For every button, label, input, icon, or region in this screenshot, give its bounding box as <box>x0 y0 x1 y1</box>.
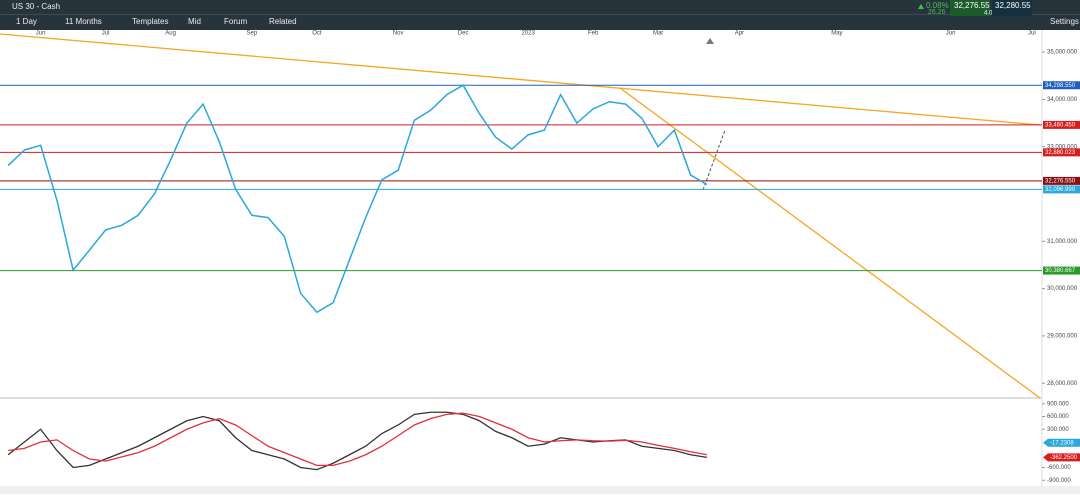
x-tick-label: Jul <box>102 31 110 37</box>
level-tag <box>1043 120 1080 129</box>
x-tick-label: Feb <box>588 31 599 37</box>
forum[interactable]: Forum <box>224 17 247 26</box>
level-tag <box>1043 185 1080 194</box>
x-tick-label: Mar <box>653 31 663 37</box>
y-tick-label: -900.000 <box>1047 478 1071 484</box>
symbol[interactable]: US 30 - Cash <box>12 2 60 11</box>
x-tick-label: 2023 <box>521 31 535 37</box>
indicator-line <box>8 412 707 467</box>
mid[interactable]: Mid <box>188 17 201 26</box>
level-tag <box>1043 81 1080 90</box>
y-tick-label: 31,000.000 <box>1047 239 1078 245</box>
bid-box[interactable] <box>950 0 990 16</box>
y-tick-label: 300.000 <box>1047 427 1069 433</box>
level-label: 30,380.667 <box>1045 268 1076 274</box>
y-tick-label: -600.000 <box>1047 465 1071 471</box>
level-label: 33,460.450 <box>1045 122 1076 128</box>
ask[interactable]: 32,280.55 <box>995 1 1031 10</box>
up-arrow <box>918 4 924 9</box>
related[interactable]: Related <box>269 17 297 26</box>
level-label: 34,298.550 <box>1045 83 1076 89</box>
y-tick-label: 29,000.000 <box>1047 333 1078 339</box>
y-tick-label: 28,000.000 <box>1047 381 1078 387</box>
y-tick-label: 34,000.000 <box>1047 97 1078 103</box>
x-tick-label: Nov <box>393 31 404 37</box>
marker-label: -362.2500 <box>1050 455 1078 461</box>
time-marker <box>706 38 714 44</box>
y-tick-label: 35,000.000 <box>1047 50 1078 56</box>
bid[interactable]: 32,276.55 <box>954 1 990 10</box>
change: 26.26 <box>928 9 946 16</box>
y-tick-label: 900.000 <box>1047 401 1069 407</box>
templates[interactable]: Templates <box>132 17 168 26</box>
trend-line <box>619 87 1041 399</box>
scrollbar[interactable] <box>0 486 1080 494</box>
x-tick-label: Aug <box>165 31 176 37</box>
marker-tag <box>1043 453 1080 462</box>
level-tag <box>1043 148 1080 157</box>
y-tick-label: 30,000.000 <box>1047 286 1078 292</box>
interval[interactable]: 1 Day <box>16 17 37 26</box>
level-label: 32,880.023 <box>1045 150 1076 156</box>
level-tag <box>1043 266 1080 275</box>
spread: 4.00 <box>984 11 996 17</box>
change-pct: 0.08% <box>926 1 949 10</box>
level-label: 32,096.990 <box>1045 187 1076 193</box>
y-tick-label: 33,000.000 <box>1047 144 1078 150</box>
trend-line <box>0 33 1041 126</box>
level-tag <box>1043 176 1080 185</box>
x-tick-label: May <box>831 31 842 37</box>
projection <box>702 129 726 191</box>
level-label: 32,276.550 <box>1045 178 1076 184</box>
price-line <box>7 84 708 314</box>
x-tick-label: Jul <box>1028 31 1036 37</box>
x-tick-label: Apr <box>735 31 744 37</box>
x-tick-label: Jun <box>36 31 46 37</box>
marker-label: -17.2308 <box>1050 440 1074 446</box>
x-tick-label: Jun <box>946 31 956 37</box>
ask-box[interactable] <box>992 0 1032 16</box>
indicator-line <box>7 411 707 471</box>
x-tick-label: Oct <box>312 31 322 37</box>
settings[interactable]: Settings <box>1050 17 1079 26</box>
x-tick-label: Sep <box>247 31 258 37</box>
y-tick-label: 600.000 <box>1047 414 1069 420</box>
x-tick-label: Dec <box>458 31 469 37</box>
range[interactable]: 11 Months <box>65 17 102 26</box>
marker-tag <box>1043 438 1080 447</box>
